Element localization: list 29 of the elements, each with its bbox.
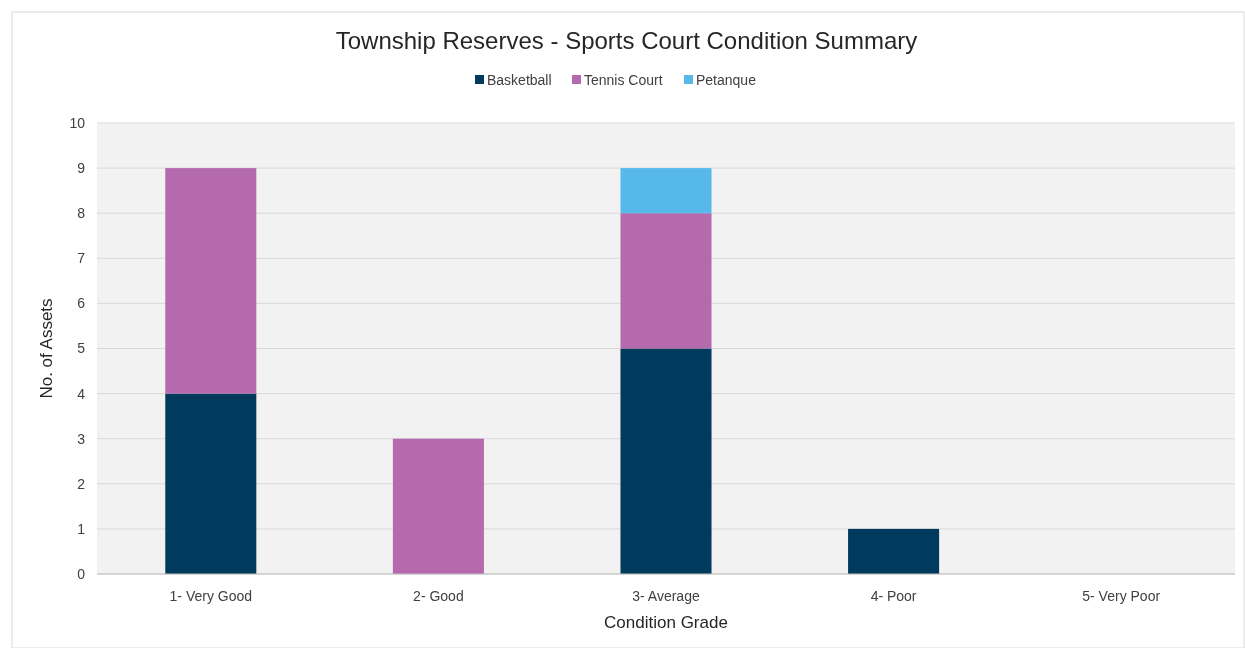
x-axis-title: Condition Grade xyxy=(604,613,728,632)
bar xyxy=(620,213,712,349)
y-tick-label: 3 xyxy=(77,430,86,447)
y-tick-label: 8 xyxy=(77,205,86,222)
bar xyxy=(620,348,712,574)
bar xyxy=(392,438,484,574)
chart-title: Township Reserves - Sports Court Condition Summary xyxy=(335,27,918,54)
y-tick-label: 1 xyxy=(77,520,86,537)
y-tick-label: 5 xyxy=(77,340,86,357)
y-tick-label: 2 xyxy=(77,475,86,492)
y-tick-label: 6 xyxy=(77,295,86,312)
legend-label: Petanque xyxy=(696,72,757,88)
y-axis-title: No. of Assets xyxy=(37,298,56,399)
y-tick-label: 7 xyxy=(77,250,86,267)
bar xyxy=(848,528,940,574)
x-tick-label: 3- Average xyxy=(632,588,700,604)
bar xyxy=(165,393,257,574)
x-tick-label: 2- Good xyxy=(413,588,464,604)
bar xyxy=(165,168,257,394)
legend-label: Tennis Court xyxy=(584,72,663,88)
x-tick-label: 4- Poor xyxy=(870,588,917,604)
x-tick-label: 1- Very Good xyxy=(169,588,253,604)
legend-label: Basketball xyxy=(487,72,552,88)
y-tick-label: 9 xyxy=(77,160,86,176)
y-tick-label: 10 xyxy=(69,114,86,131)
bar xyxy=(620,168,712,214)
x-tick-label: 5- Very Poor xyxy=(1082,588,1161,604)
y-tick-label: 0 xyxy=(77,565,86,582)
y-tick-label: 4 xyxy=(77,385,86,402)
